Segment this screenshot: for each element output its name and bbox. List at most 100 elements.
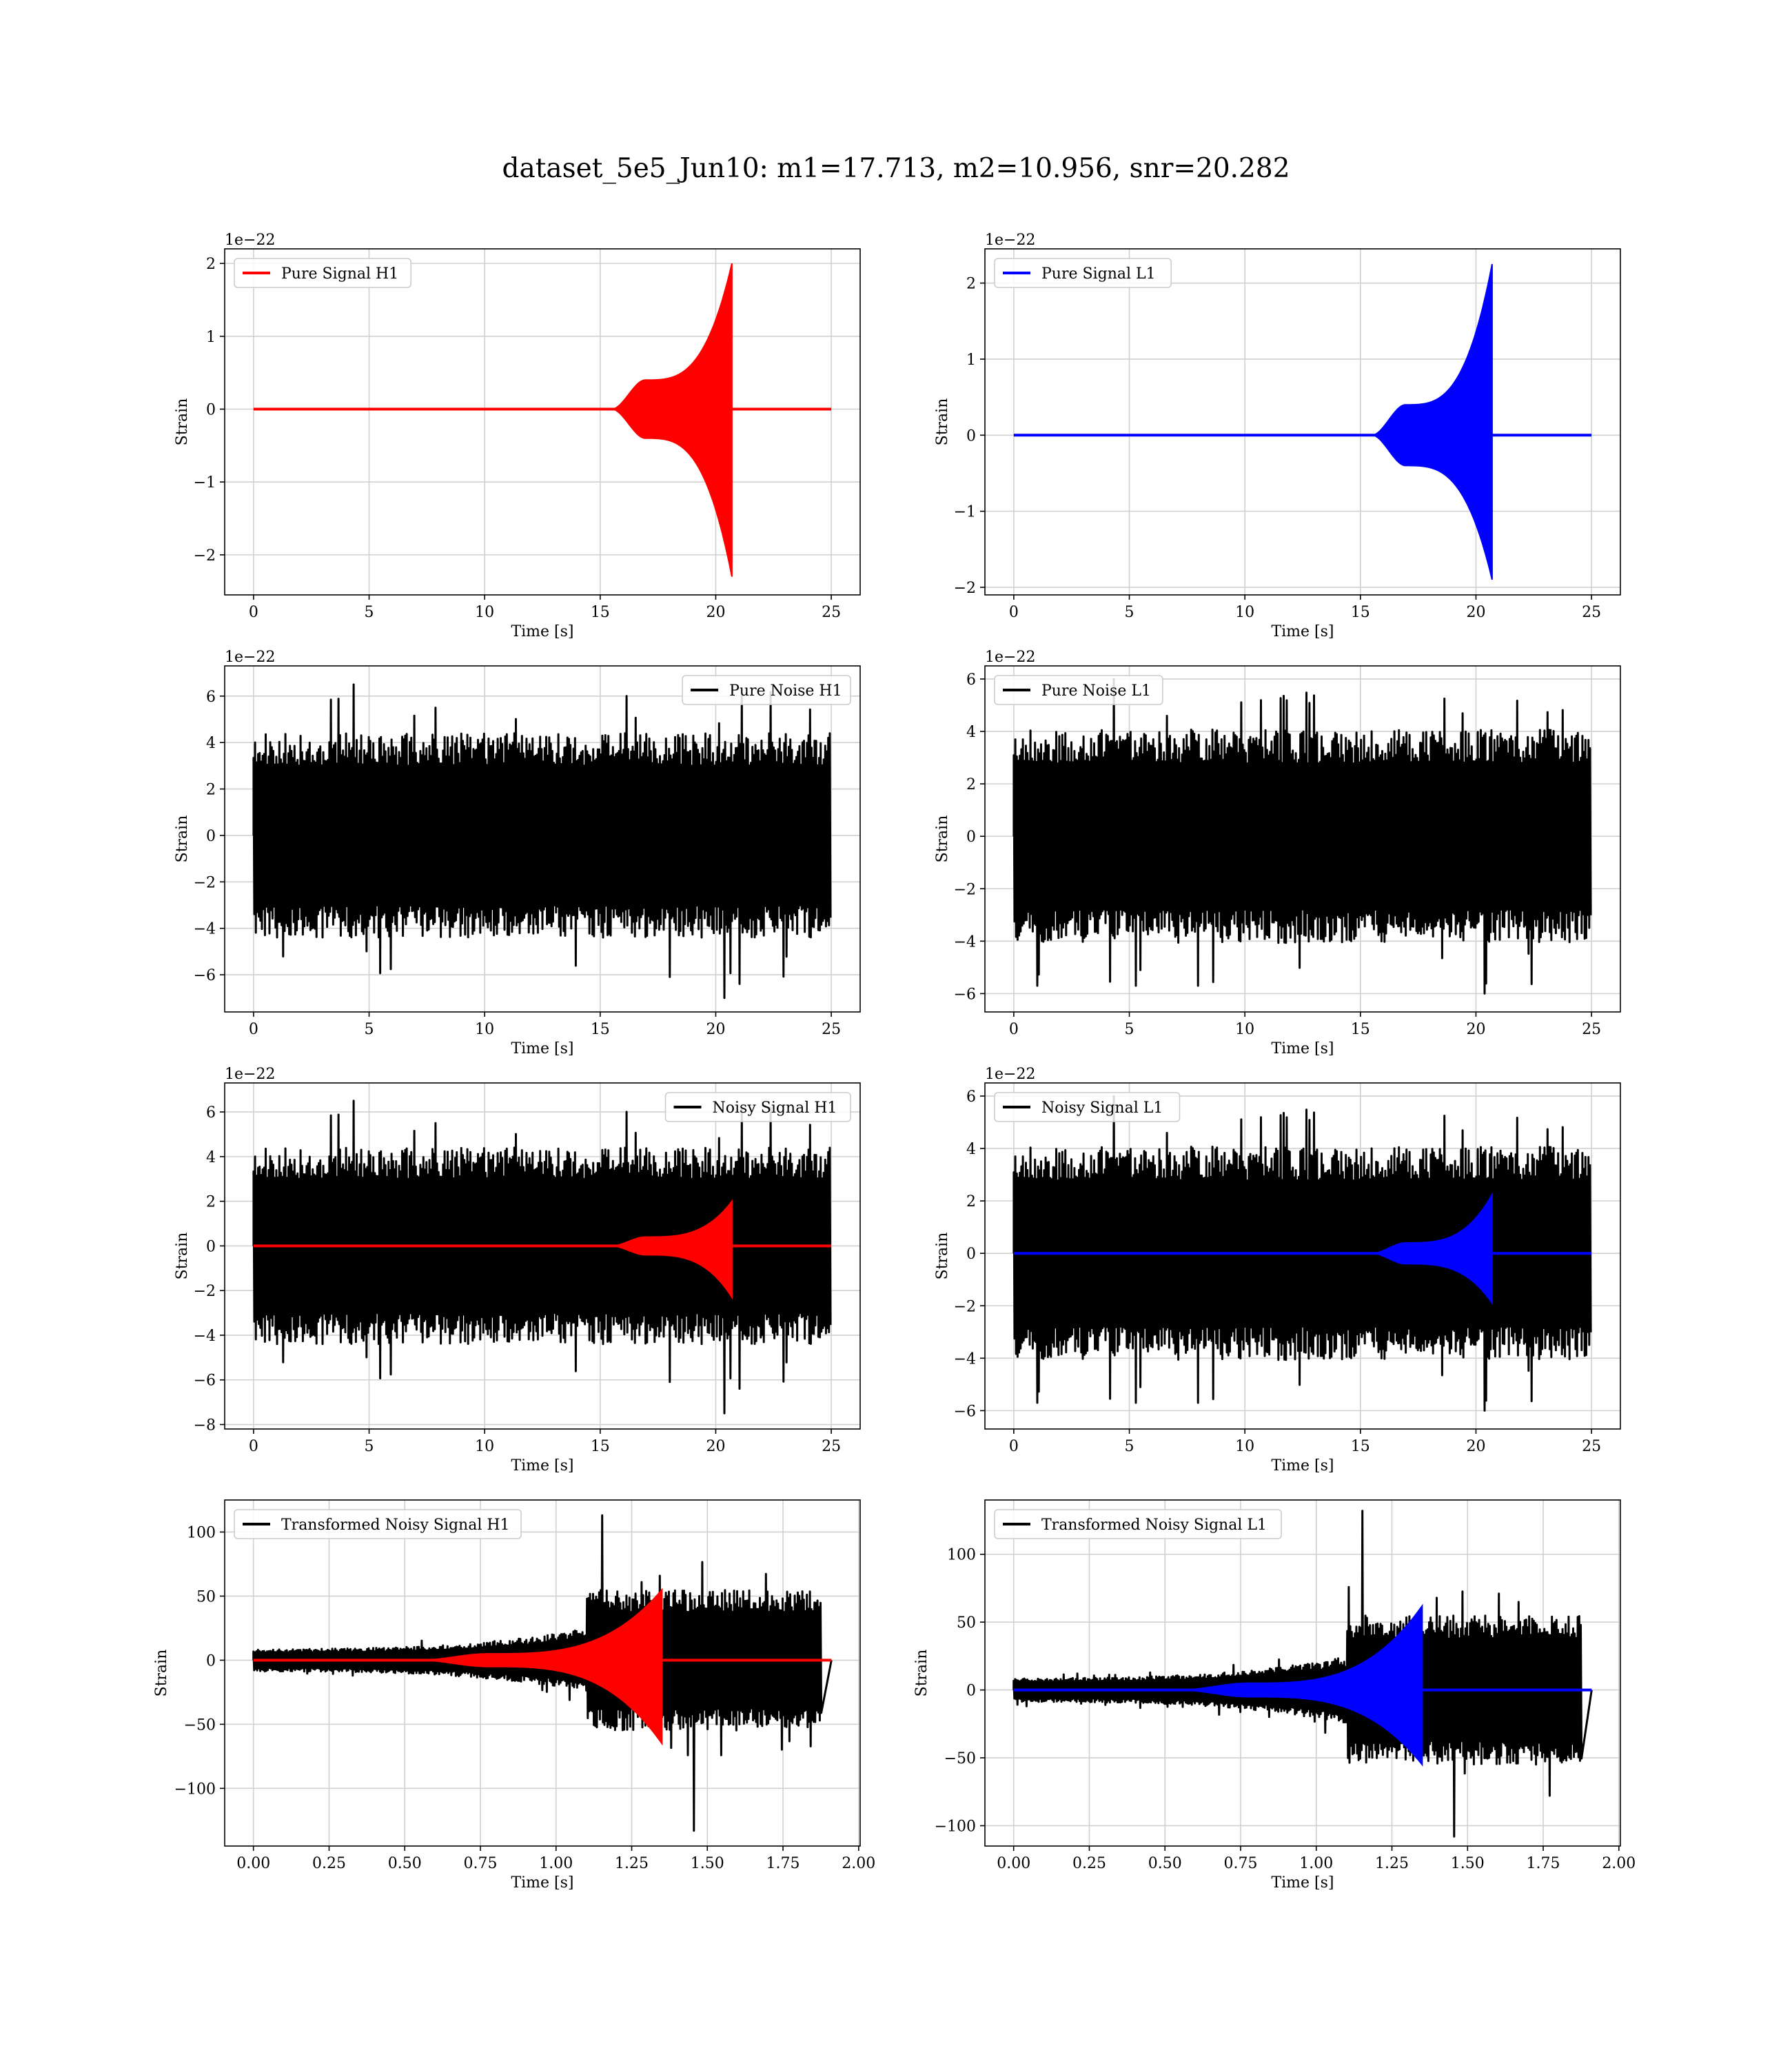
x-tick-label: 1.75	[1527, 1855, 1560, 1872]
x-tick-label: 0	[1009, 1021, 1019, 1038]
x-tick-label: 1.00	[539, 1855, 573, 1872]
x-axis-label: Time [s]	[511, 1457, 573, 1474]
x-tick-label: 1.50	[691, 1855, 724, 1872]
x-tick-label: 5	[365, 604, 374, 621]
chart-transformed-noisy-signal-l1: 0.00 0.25 0.50 0.75 1.00 1.25 1.50 1.75 2.00 −100…	[913, 1499, 1636, 1892]
x-tick-label: 0.75	[1224, 1855, 1258, 1872]
x-tick-label: 5	[1125, 604, 1134, 621]
y-tick-label: 0	[966, 829, 976, 846]
plot-area	[252, 1099, 832, 1415]
series-transformed-noisy-signal-l1	[1012, 1510, 1593, 1838]
legend-box	[664, 1092, 851, 1122]
y-tick-label: 2	[206, 1194, 216, 1211]
y-offset-text: 1e−22	[225, 649, 275, 666]
x-tick-label: 1.50	[1451, 1855, 1485, 1872]
y-tick-label: −2	[194, 1283, 216, 1300]
y-tick-label: −1	[954, 504, 976, 521]
axes-frame	[224, 665, 861, 1013]
x-tick-label: 0	[1009, 604, 1019, 621]
series-pure-noise-l1	[1012, 678, 1592, 995]
y-tick-label: 1	[206, 329, 216, 346]
series-transformed-noisy-signal-h1	[252, 1514, 833, 1832]
x-tick-label: 10	[1235, 1021, 1254, 1038]
x-tick-label: 1.25	[1375, 1855, 1409, 1872]
x-tick-label: 0.75	[464, 1855, 498, 1872]
x-tick-label: 15	[591, 1438, 610, 1455]
x-axis-label: Time [s]	[1271, 1457, 1334, 1474]
y-tick-label: 2	[966, 276, 976, 293]
y-offset-text: 1e−22	[985, 232, 1035, 249]
legend-label: Pure Noise L1	[1041, 682, 1151, 700]
axes-frame	[224, 248, 861, 596]
x-tick-label: 2.00	[1602, 1855, 1636, 1872]
x-tick-label: 1.25	[615, 1855, 649, 1872]
x-tick-label: 20	[1466, 1438, 1485, 1455]
legend-box	[682, 675, 851, 705]
legend-box	[234, 1509, 522, 1539]
y-tick-label: 100	[947, 1547, 976, 1564]
y-tick-label: 2	[206, 782, 216, 799]
y-axis-label: Strain	[174, 1233, 191, 1280]
y-offset-text: 1e−22	[985, 649, 1035, 666]
plot-area	[1012, 1095, 1592, 1412]
x-tick-label: 5	[365, 1021, 374, 1038]
y-tick-label: −6	[194, 967, 216, 984]
y-tick-label: −6	[194, 1372, 216, 1390]
y-tick-label: 100	[187, 1524, 216, 1541]
legend: Noisy Signal L1	[994, 1092, 1181, 1122]
y-tick-label: −2	[194, 874, 216, 891]
y-tick-label: 0	[206, 1652, 216, 1670]
axes-frame	[984, 665, 1621, 1013]
x-axis-label: Time [s]	[511, 1040, 573, 1057]
y-tick-label: −2	[954, 1298, 976, 1315]
x-tick-label: 0	[1009, 1438, 1019, 1455]
x-tick-label: 10	[475, 1021, 494, 1038]
x-axis-label: Time [s]	[1271, 623, 1334, 640]
legend-label: Noisy Signal L1	[1041, 1099, 1163, 1117]
x-axis-label: Time [s]	[1271, 1040, 1334, 1057]
legend-label: Pure Signal H1	[281, 265, 398, 283]
x-tick-label: 15	[1351, 1021, 1370, 1038]
y-axis-label: Strain	[934, 1233, 951, 1280]
x-tick-label: 10	[475, 1438, 494, 1455]
x-tick-label: 25	[822, 1438, 841, 1455]
y-axis-label: Strain	[174, 815, 191, 863]
y-tick-label: 6	[966, 671, 976, 689]
legend: Transformed Noisy Signal L1	[994, 1509, 1282, 1539]
x-tick-label: 25	[1582, 1438, 1601, 1455]
y-tick-label: −8	[194, 1417, 216, 1435]
y-axis-label: Strain	[934, 398, 951, 446]
legend: Noisy Signal H1	[664, 1092, 851, 1122]
x-tick-label: 5	[365, 1438, 374, 1455]
y-tick-label: 6	[206, 1104, 216, 1122]
y-tick-label: 0	[206, 402, 216, 419]
x-tick-label: 2.00	[842, 1855, 875, 1872]
legend-box	[994, 1509, 1282, 1539]
legend-label: Pure Signal L1	[1041, 265, 1156, 283]
x-axis-label: Time [s]	[1271, 1874, 1334, 1892]
y-axis-label: Strain	[153, 1650, 170, 1697]
series-signal-1	[253, 1199, 733, 1300]
x-tick-label: 25	[822, 604, 841, 621]
series-noisy-signal-l1	[1012, 1095, 1592, 1412]
y-offset-text: 1e−22	[225, 232, 275, 249]
legend: Pure Signal L1	[994, 258, 1172, 288]
series-pure-signal-h1	[253, 263, 733, 577]
series-pure-signal-l1	[1013, 263, 1493, 580]
x-tick-label: 20	[1466, 604, 1485, 621]
legend: Pure Noise H1	[682, 675, 851, 705]
y-tick-label: −6	[954, 1403, 976, 1420]
plot-area	[253, 263, 832, 577]
y-tick-label: 50	[957, 1614, 976, 1632]
y-axis-label: Strain	[934, 815, 951, 863]
y-tick-label: 4	[966, 1141, 976, 1158]
chart-noisy-signal-l1: 0 5 10 15 20 25 −6 −4 −2 0 2 4 6 Time [s] Strain 1e−22 N…	[934, 1066, 1621, 1474]
y-tick-label: 2	[206, 256, 216, 273]
x-tick-label: 25	[1582, 1021, 1601, 1038]
y-tick-label: −100	[174, 1781, 216, 1798]
y-tick-label: 0	[966, 1246, 976, 1263]
legend-box	[994, 258, 1172, 288]
legend-label: Transformed Noisy Signal L1	[1041, 1517, 1267, 1534]
legend-label: Noisy Signal H1	[713, 1099, 837, 1117]
